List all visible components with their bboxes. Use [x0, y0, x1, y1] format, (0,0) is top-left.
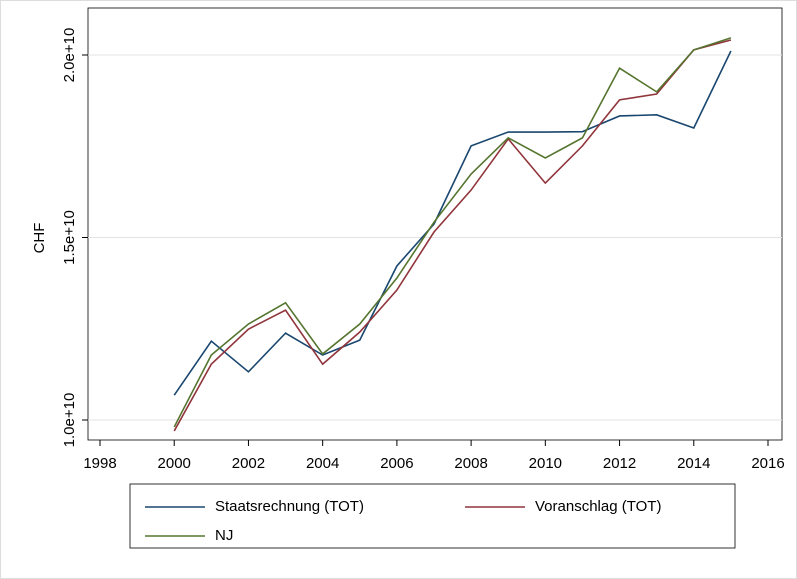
legend-box	[129, 483, 736, 549]
x-tick-label: 1998	[83, 455, 116, 472]
legend-label: Staatsrechnung (TOT)	[215, 498, 364, 515]
x-tick-label: 2002	[232, 455, 265, 472]
x-tick-label: 2014	[677, 455, 710, 472]
x-tick-label: 2016	[751, 455, 784, 472]
x-tick-label: 2006	[380, 455, 413, 472]
y-tick-label: 1.0e+10	[61, 393, 78, 448]
legend-label: Voranschlag (TOT)	[535, 498, 661, 515]
plot-frame	[87, 7, 783, 441]
y-tick-label: 1.5e+10	[61, 210, 78, 265]
series-line	[173, 39, 732, 432]
series-line	[173, 50, 732, 396]
series-line	[173, 37, 732, 428]
legend-label: NJ	[215, 527, 233, 544]
x-tick-label: 2010	[529, 455, 562, 472]
x-tick-label: 2000	[158, 455, 191, 472]
y-tick-label: 2.0e+10	[61, 28, 78, 83]
x-tick-label: 2008	[454, 455, 487, 472]
x-tick-label: 2012	[603, 455, 636, 472]
y-axis-label: CHF	[31, 223, 48, 254]
x-tick-label: 2004	[306, 455, 339, 472]
